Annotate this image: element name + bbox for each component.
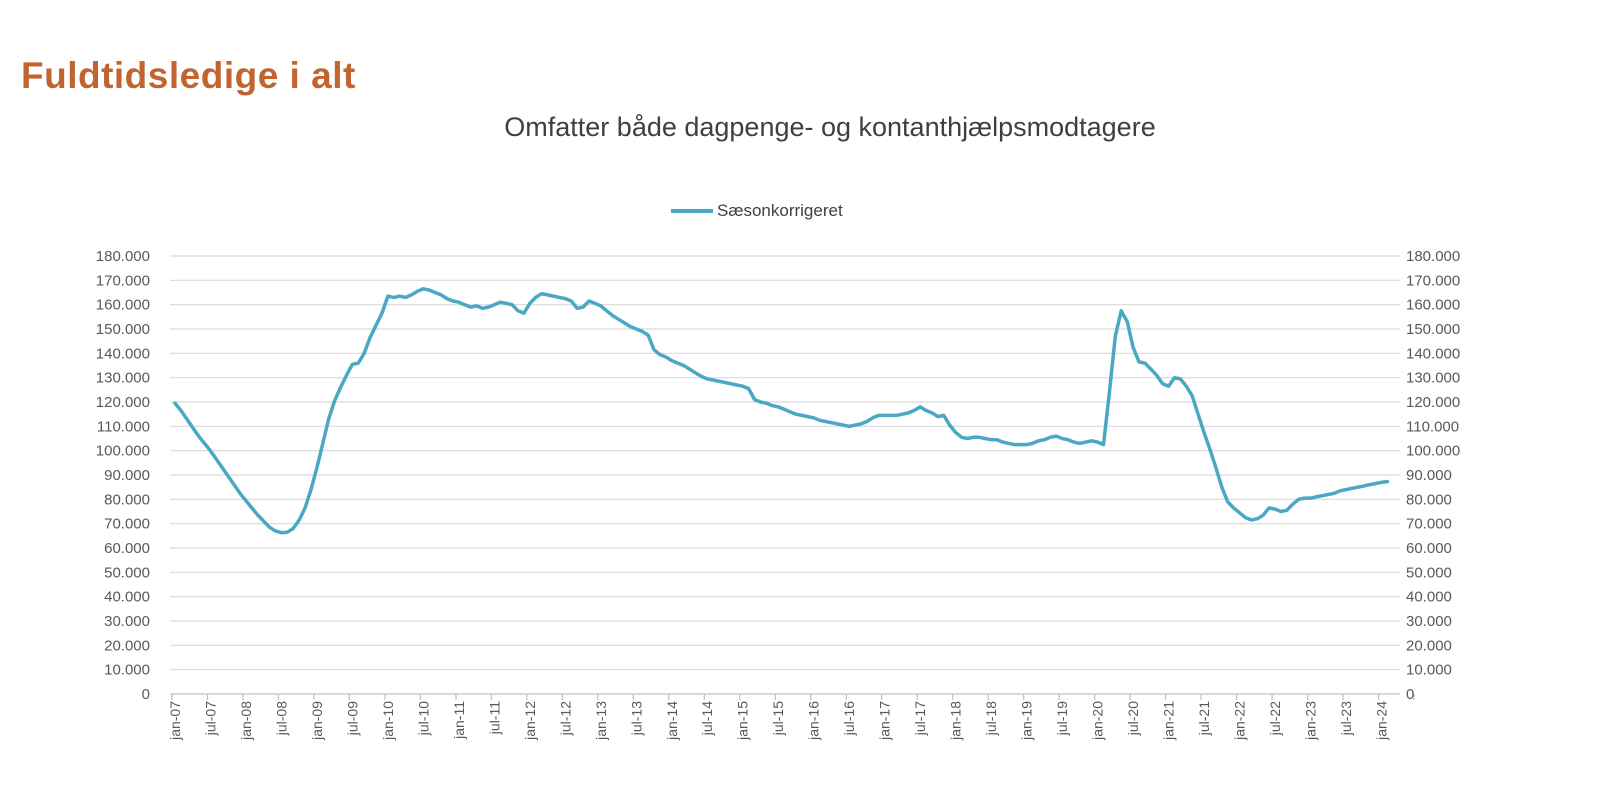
- svg-text:jan-14: jan-14: [664, 701, 680, 741]
- legend[interactable]: Sæsonkorrigeret: [670, 201, 843, 221]
- svg-text:110.000: 110.000: [97, 418, 150, 435]
- svg-text:jan-09: jan-09: [309, 701, 325, 741]
- svg-text:jan-10: jan-10: [380, 701, 396, 741]
- svg-text:jul-07: jul-07: [202, 701, 218, 736]
- svg-text:70.000: 70.000: [1406, 516, 1452, 533]
- svg-text:170.000: 170.000: [1406, 272, 1460, 289]
- svg-text:140.000: 140.000: [96, 345, 150, 362]
- svg-text:jul-19: jul-19: [1054, 701, 1070, 736]
- gridlines: [170, 255, 1400, 695]
- svg-text:10.000: 10.000: [104, 662, 150, 679]
- svg-text:jan-22: jan-22: [1232, 701, 1248, 741]
- svg-text:jul-21: jul-21: [1196, 701, 1212, 736]
- svg-text:50.000: 50.000: [104, 564, 150, 581]
- svg-text:40.000: 40.000: [104, 589, 150, 606]
- y-axis-labels-right: 0 10.000 20.000 30.000 40.000 50.000 60.000 70.…: [1406, 248, 1460, 703]
- svg-text:jan-23: jan-23: [1303, 701, 1319, 741]
- svg-text:jul-20: jul-20: [1125, 701, 1141, 736]
- svg-text:70.000: 70.000: [104, 516, 150, 533]
- svg-text:110.000: 110.000: [1406, 418, 1459, 435]
- svg-text:jan-12: jan-12: [522, 701, 538, 741]
- svg-text:40.000: 40.000: [1406, 589, 1452, 606]
- svg-text:180.000: 180.000: [96, 248, 150, 265]
- svg-text:60.000: 60.000: [1406, 540, 1452, 557]
- svg-text:jan-08: jan-08: [238, 701, 254, 741]
- svg-text:0: 0: [1406, 686, 1414, 703]
- page-title: Fuldtidsledige i alt: [21, 54, 356, 96]
- svg-text:10.000: 10.000: [1406, 662, 1452, 679]
- svg-text:100.000: 100.000: [1406, 443, 1460, 460]
- svg-text:170.000: 170.000: [96, 272, 150, 289]
- svg-text:120.000: 120.000: [96, 394, 150, 411]
- svg-text:150.000: 150.000: [96, 321, 150, 338]
- svg-text:90.000: 90.000: [104, 467, 150, 484]
- svg-text:jan-16: jan-16: [806, 701, 822, 741]
- svg-text:90.000: 90.000: [1406, 467, 1452, 484]
- x-axis-labels: jan-07 jul-07 jan-08 jul-08 jan-09 jul-09 jan-…: [167, 701, 1390, 741]
- svg-text:jul-11: jul-11: [486, 701, 502, 735]
- svg-text:20.000: 20.000: [104, 637, 150, 654]
- svg-text:jan-15: jan-15: [735, 701, 751, 741]
- svg-text:jul-14: jul-14: [699, 701, 715, 736]
- svg-text:jan-21: jan-21: [1161, 701, 1177, 741]
- svg-text:jul-09: jul-09: [344, 701, 360, 736]
- svg-text:20.000: 20.000: [1406, 637, 1452, 654]
- svg-text:jan-11: jan-11: [451, 701, 467, 740]
- svg-text:jul-08: jul-08: [273, 701, 289, 736]
- svg-text:jul-10: jul-10: [415, 701, 431, 736]
- series-line-saesonkorrigeret: [173, 287, 1390, 535]
- svg-text:jul-12: jul-12: [557, 701, 573, 736]
- svg-text:0: 0: [142, 686, 150, 703]
- svg-text:jan-20: jan-20: [1090, 701, 1106, 741]
- svg-text:80.000: 80.000: [1406, 491, 1452, 508]
- svg-text:jan-18: jan-18: [948, 701, 964, 741]
- svg-text:30.000: 30.000: [1406, 613, 1452, 630]
- svg-text:jul-13: jul-13: [628, 701, 644, 736]
- svg-text:jan-19: jan-19: [1019, 701, 1035, 741]
- svg-text:jan-13: jan-13: [593, 701, 609, 741]
- chart-title: Omfatter både dagpenge- og kontanthjælps…: [504, 112, 1156, 142]
- svg-text:140.000: 140.000: [1406, 345, 1460, 362]
- svg-text:100.000: 100.000: [96, 443, 150, 460]
- svg-text:jan-07: jan-07: [167, 701, 183, 741]
- legend-label: Sæsonkorrigeret: [717, 201, 843, 220]
- svg-text:150.000: 150.000: [1406, 321, 1460, 338]
- svg-text:jul-18: jul-18: [983, 701, 999, 736]
- svg-text:jul-23: jul-23: [1338, 701, 1354, 736]
- svg-text:jan-17: jan-17: [877, 701, 893, 741]
- svg-text:jul-17: jul-17: [912, 701, 928, 736]
- svg-text:60.000: 60.000: [104, 540, 150, 557]
- svg-text:jul-16: jul-16: [841, 701, 857, 736]
- svg-text:jan-24: jan-24: [1373, 701, 1389, 741]
- x-axis-ticks: [171, 694, 1415, 700]
- svg-text:30.000: 30.000: [104, 613, 150, 630]
- y-axis-labels-left: 0 10.000 20.000 30.000 40.000 50.000 60.000 70.…: [96, 248, 150, 703]
- svg-text:130.000: 130.000: [1406, 370, 1460, 387]
- svg-text:jul-22: jul-22: [1267, 701, 1283, 736]
- svg-text:120.000: 120.000: [1406, 394, 1460, 411]
- svg-text:160.000: 160.000: [1406, 297, 1460, 314]
- svg-text:80.000: 80.000: [104, 491, 150, 508]
- svg-text:180.000: 180.000: [1406, 248, 1460, 265]
- svg-text:130.000: 130.000: [96, 370, 150, 387]
- svg-text:50.000: 50.000: [1406, 564, 1452, 581]
- legend-line-icon: [671, 209, 713, 213]
- svg-text:160.000: 160.000: [96, 297, 150, 314]
- svg-text:jul-15: jul-15: [770, 701, 786, 736]
